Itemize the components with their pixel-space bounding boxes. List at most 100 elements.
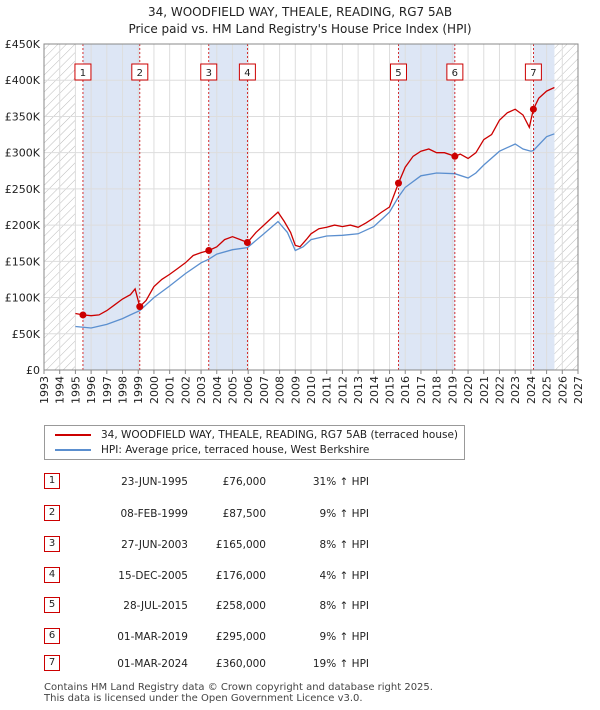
x-tick-label: 2002 [179,376,192,404]
y-tick-label: £300K [5,147,41,160]
sale-point [136,303,144,311]
sale-number-badge: 7 [44,655,60,671]
x-tick-label: 2006 [242,376,255,404]
sale-point [529,105,537,113]
sale-marker-label: 4 [244,68,250,79]
sale-marker-box [389,63,407,81]
attribution-footer: Contains HM Land Registry data © Crown c… [44,682,433,704]
x-tick-label: 2008 [274,376,287,404]
sale-hpi-diff: 31% ↑ HPI [312,476,369,488]
x-tick-label: 2022 [493,376,506,404]
sale-point [451,152,459,160]
sale-date: 28-JUL-2015 [123,600,188,612]
x-tick-label: 2018 [431,376,444,404]
sale-row: 7 01-MAR-2024 £360,000 19% ↑ HPI [44,654,564,674]
x-tick-label: 2014 [368,376,381,404]
sale-hpi-diff: 8% ↑ HPI [319,600,369,612]
legend-label-hpi: HPI: Average price, terraced house, West… [101,444,370,456]
y-tick-label: £50K [12,328,41,341]
sale-marker-box [74,63,92,81]
x-tick-label: 2025 [541,376,554,404]
legend-swatch-property [55,434,91,436]
sale-marker-box [131,63,149,81]
x-tick-label: 2026 [556,376,569,404]
chart-title: 34, WOODFIELD WAY, THEALE, READING, RG7 … [0,4,600,38]
x-tick-label: 2020 [462,376,475,404]
property-price-line [75,86,555,317]
sale-date: 15-DEC-2005 [118,570,188,582]
sale-point [243,238,251,246]
sale-hpi-diff: 19% ↑ HPI [312,658,369,670]
sale-marker-label: 3 [206,68,212,79]
legend-item-hpi: HPI: Average price, terraced house, West… [55,443,369,458]
x-tick-label: 2027 [572,376,585,404]
no-data-hatch-right [554,44,578,370]
x-tick-label: 2001 [164,376,177,404]
hpi-line [75,133,555,329]
sale-price: £176,000 [215,570,266,582]
x-tick-label: 2011 [321,376,334,404]
x-tick-label: 1993 [38,376,51,404]
ownership-period-shade [208,44,248,370]
sale-marker-label: 5 [395,68,401,79]
sale-row: 1 23-JUN-1995 £76,000 31% ↑ HPI [44,472,564,492]
sale-price: £76,000 [222,476,266,488]
y-tick-label: £100K [5,292,41,305]
x-tick-label: 2016 [399,376,412,404]
ownership-period-shade [533,44,555,370]
sale-number-badge: 5 [44,597,60,613]
y-tick-label: £250K [5,183,41,196]
x-tick-label: 2004 [211,376,224,404]
x-tick-label: 2010 [305,376,318,404]
x-tick-label: 2015 [384,376,397,404]
sale-marker-label: 2 [137,68,143,79]
x-tick-label: 2024 [525,376,538,404]
sale-row: 5 28-JUL-2015 £258,000 8% ↑ HPI [44,596,564,616]
sale-point [79,311,87,319]
sale-marker-box [524,63,542,81]
y-tick-label: £350K [5,110,41,123]
x-tick-label: 1996 [85,376,98,404]
sale-point [394,179,402,187]
sale-number-badge: 1 [44,473,60,489]
x-tick-label: 2009 [289,376,302,404]
sale-number-badge: 4 [44,567,60,583]
sale-date: 27-JUN-2003 [121,539,188,551]
sale-date: 08-FEB-1999 [120,508,188,520]
sale-number-badge: 6 [44,628,60,644]
x-tick-label: 2023 [509,376,522,404]
sale-marker-box [238,63,256,81]
x-tick-label: 1995 [69,376,82,404]
sale-marker-box [446,63,464,81]
sale-marker-label: 7 [530,68,536,79]
sale-row: 2 08-FEB-1999 £87,500 9% ↑ HPI [44,504,564,524]
sale-marker-label: 1 [80,68,86,79]
x-tick-label: 2012 [336,376,349,404]
sale-price: £295,000 [215,631,266,643]
sale-marker-label: 6 [452,68,458,79]
x-tick-label: 2019 [446,376,459,404]
legend-item-property: 34, WOODFIELD WAY, THEALE, READING, RG7 … [55,428,458,443]
sale-date: 23-JUN-1995 [121,476,188,488]
sale-hpi-diff: 4% ↑ HPI [319,570,369,582]
chart-title-line-2: Price paid vs. HM Land Registry's House … [128,22,472,36]
sale-price: £258,000 [215,600,266,612]
x-tick-label: 2013 [352,376,365,404]
legend-swatch-hpi [55,449,91,451]
sale-hpi-diff: 8% ↑ HPI [319,539,369,551]
sale-price: £165,000 [215,539,266,551]
x-tick-label: 1997 [101,376,114,404]
ownership-period-shade [398,44,455,370]
chart-title-line-1: 34, WOODFIELD WAY, THEALE, READING, RG7 … [147,5,453,19]
sale-hpi-diff: 9% ↑ HPI [319,631,369,643]
y-tick-label: £450K [5,38,41,51]
x-tick-label: 2000 [148,376,161,404]
sale-price: £360,000 [215,658,266,670]
sale-marker-box [200,63,218,81]
attribution-line-2: This data is licensed under the Open Gov… [44,693,363,704]
price-chart: 1 2 3 4 5 6 7 £0 £50K £100K £150K £200K £250K £300K £… [5,38,585,404]
sale-row: 6 01-MAR-2019 £295,000 9% ↑ HPI [44,627,564,647]
attribution-line-1: Contains HM Land Registry data © Crown c… [44,682,433,693]
x-tick-label: 1999 [132,376,145,404]
sale-hpi-diff: 9% ↑ HPI [319,508,369,520]
